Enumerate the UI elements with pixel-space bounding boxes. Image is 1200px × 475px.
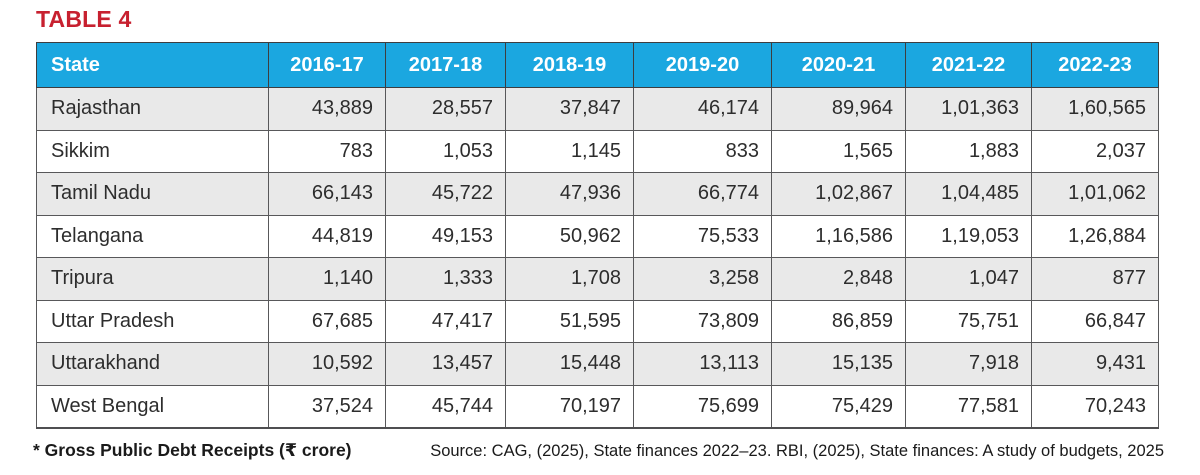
column-header-state: State	[36, 42, 269, 88]
value-cell: 1,883	[905, 129, 1032, 173]
state-name-cell: Sikkim	[36, 129, 269, 173]
value-cell: 2,848	[771, 257, 906, 301]
table-row: Telangana 44,819 49,153 50,962 75,533 1,16,58…	[36, 214, 1159, 258]
value-cell: 75,699	[633, 384, 772, 428]
value-cell: 1,053	[385, 129, 506, 173]
header-row: State 2016-17 2017-18 2018-19 2019-20 2020-21…	[36, 42, 1159, 88]
value-cell: 1,047	[905, 257, 1032, 301]
value-cell: 2,037	[1031, 129, 1159, 173]
table-row: Tripura 1,140 1,333 1,708 3,258 2,848 1,047 877	[36, 257, 1159, 301]
value-cell: 28,557	[385, 87, 506, 131]
value-cell: 45,744	[385, 384, 506, 428]
table-row: Sikkim 783 1,053 1,145 833 1,565 1,883 2,037	[36, 129, 1159, 173]
source-note: Source: CAG, (2025), State finances 2022…	[430, 441, 1164, 460]
value-cell: 47,417	[385, 299, 506, 343]
value-cell: 1,04,485	[905, 172, 1032, 216]
table-row: West Bengal 37,524 45,744 70,197 75,699 75,42…	[36, 384, 1159, 428]
value-cell: 1,145	[505, 129, 634, 173]
debt-receipts-table: State 2016-17 2017-18 2018-19 2019-20 2020-21…	[36, 42, 1159, 429]
column-header-2021-22: 2021-22	[905, 42, 1032, 88]
value-cell: 13,113	[633, 342, 772, 386]
value-cell: 1,01,363	[905, 87, 1032, 131]
table-row: Rajasthan 43,889 28,557 37,847 46,174 89,964 1…	[36, 87, 1159, 131]
value-cell: 9,431	[1031, 342, 1159, 386]
table-footer: * Gross Public Debt Receipts (₹ crore) S…	[33, 439, 1164, 461]
value-cell: 77,581	[905, 384, 1032, 428]
value-cell: 1,333	[385, 257, 506, 301]
table-row: Uttar Pradesh 67,685 47,417 51,595 73,809 86,…	[36, 299, 1159, 343]
value-cell: 70,243	[1031, 384, 1159, 428]
value-cell: 66,847	[1031, 299, 1159, 343]
value-cell: 89,964	[771, 87, 906, 131]
value-cell: 75,533	[633, 214, 772, 258]
value-cell: 1,708	[505, 257, 634, 301]
value-cell: 70,197	[505, 384, 634, 428]
state-name-cell: Rajasthan	[36, 87, 269, 131]
value-cell: 43,889	[268, 87, 386, 131]
value-cell: 47,936	[505, 172, 634, 216]
value-cell: 66,143	[268, 172, 386, 216]
value-cell: 833	[633, 129, 772, 173]
value-cell: 1,140	[268, 257, 386, 301]
table-body: Rajasthan 43,889 28,557 37,847 46,174 89,964 1…	[36, 87, 1159, 428]
value-cell: 75,429	[771, 384, 906, 428]
table-title: TABLE 4	[36, 6, 132, 32]
column-header-2019-20: 2019-20	[633, 42, 772, 88]
value-cell: 46,174	[633, 87, 772, 131]
value-cell: 1,60,565	[1031, 87, 1159, 131]
value-cell: 3,258	[633, 257, 772, 301]
value-cell: 75,751	[905, 299, 1032, 343]
column-header-2017-18: 2017-18	[385, 42, 506, 88]
value-cell: 1,19,053	[905, 214, 1032, 258]
value-cell: 1,16,586	[771, 214, 906, 258]
value-cell: 15,135	[771, 342, 906, 386]
table-header: State 2016-17 2017-18 2018-19 2019-20 2020-21…	[36, 42, 1159, 88]
column-header-2022-23: 2022-23	[1031, 42, 1159, 88]
state-name-cell: Tripura	[36, 257, 269, 301]
value-cell: 15,448	[505, 342, 634, 386]
value-cell: 44,819	[268, 214, 386, 258]
footnote: * Gross Public Debt Receipts (₹ crore)	[33, 439, 352, 460]
value-cell: 37,847	[505, 87, 634, 131]
value-cell: 37,524	[268, 384, 386, 428]
value-cell: 1,02,867	[771, 172, 906, 216]
column-header-2018-19: 2018-19	[505, 42, 634, 88]
value-cell: 49,153	[385, 214, 506, 258]
value-cell: 86,859	[771, 299, 906, 343]
state-name-cell: Uttar Pradesh	[36, 299, 269, 343]
state-name-cell: West Bengal	[36, 384, 269, 428]
column-header-2016-17: 2016-17	[268, 42, 386, 88]
value-cell: 73,809	[633, 299, 772, 343]
table-row: Uttarakhand 10,592 13,457 15,448 13,113 15,13…	[36, 342, 1159, 386]
state-name-cell: Tamil Nadu	[36, 172, 269, 216]
value-cell: 51,595	[505, 299, 634, 343]
value-cell: 10,592	[268, 342, 386, 386]
value-cell: 877	[1031, 257, 1159, 301]
column-header-2020-21: 2020-21	[771, 42, 906, 88]
value-cell: 50,962	[505, 214, 634, 258]
value-cell: 7,918	[905, 342, 1032, 386]
value-cell: 1,01,062	[1031, 172, 1159, 216]
value-cell: 13,457	[385, 342, 506, 386]
state-name-cell: Telangana	[36, 214, 269, 258]
value-cell: 67,685	[268, 299, 386, 343]
state-name-cell: Uttarakhand	[36, 342, 269, 386]
value-cell: 783	[268, 129, 386, 173]
table-row: Tamil Nadu 66,143 45,722 47,936 66,774 1,02,8…	[36, 172, 1159, 216]
value-cell: 1,26,884	[1031, 214, 1159, 258]
value-cell: 66,774	[633, 172, 772, 216]
value-cell: 45,722	[385, 172, 506, 216]
value-cell: 1,565	[771, 129, 906, 173]
